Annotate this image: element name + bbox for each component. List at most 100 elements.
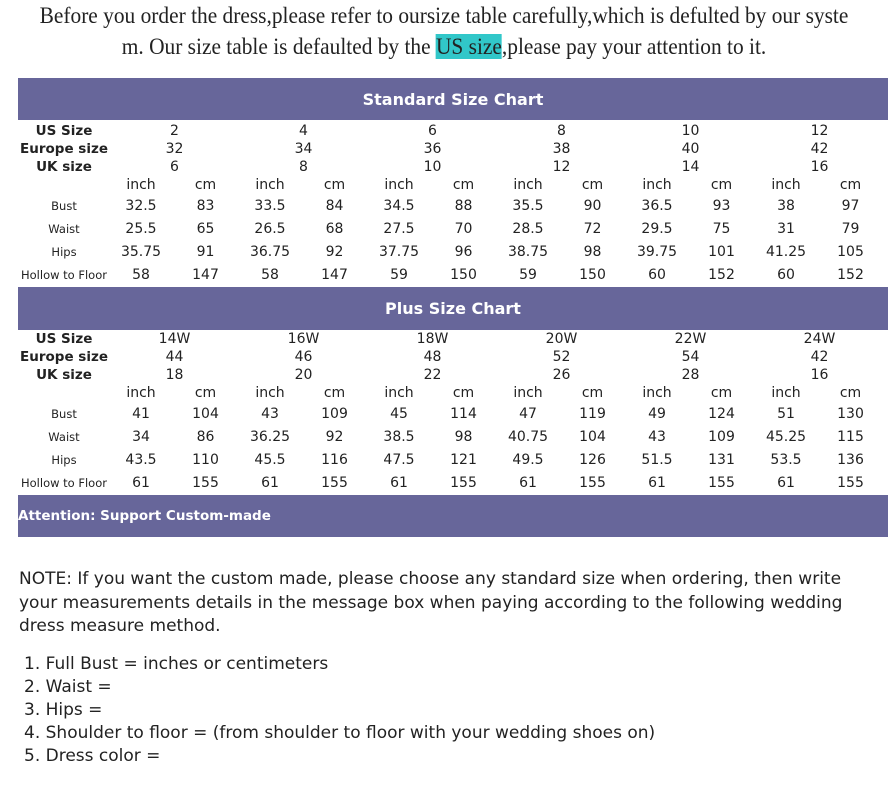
- measurement-value: 35.75: [120, 244, 162, 260]
- size-value: 18W: [416, 331, 449, 347]
- measurement-value: 45: [390, 406, 408, 422]
- measurement-value: 98: [454, 429, 473, 445]
- measurement-value: 92: [325, 429, 344, 445]
- measurement-label: Waist: [48, 430, 80, 444]
- size-value: 22: [423, 367, 442, 383]
- measurement-value: 59: [390, 267, 408, 283]
- unit-inch: inch: [513, 385, 543, 401]
- unit-cm: cm: [323, 385, 346, 401]
- measurement-value: 60: [777, 267, 795, 283]
- size-value: 20: [294, 367, 313, 383]
- size-value: 12: [810, 123, 829, 139]
- size-value: 14W: [158, 331, 191, 347]
- measurement-value: 35.5: [512, 198, 544, 214]
- measurement-value: 109: [708, 429, 735, 445]
- measurement-value: 49.5: [512, 452, 544, 468]
- measurement-value: 86: [196, 429, 215, 445]
- note-text: NOTE: If you want the custom made, pleas…: [19, 569, 843, 636]
- measurement-value: 61: [261, 475, 279, 491]
- empty-cell: [18, 176, 110, 195]
- standard-size-chart-header: Standard Size Chart: [18, 78, 888, 120]
- unit-inch: inch: [771, 177, 801, 193]
- measurement-label: Hips: [51, 453, 77, 467]
- measurement-value: 43: [261, 406, 279, 422]
- measurement-value: 155: [321, 475, 348, 491]
- unit-inch: inch: [513, 177, 543, 193]
- list-item: 3. Hips =: [24, 700, 103, 720]
- measurement-value: 155: [837, 475, 864, 491]
- measurement-value: 41: [132, 406, 150, 422]
- measurement-value: 58: [261, 267, 279, 283]
- row-label: Europe size: [20, 349, 108, 365]
- intro-text: Before you order the dress,please refer …: [31, 0, 857, 62]
- size-value: 34: [294, 141, 313, 157]
- measurement-value: 45.5: [254, 452, 286, 468]
- empty-cell: [18, 384, 110, 403]
- plus-size-table: US Size 14W 16W 18W 20W 22W 24W Europe size 44 46…: [18, 330, 888, 495]
- size-value: 14: [681, 159, 700, 175]
- measurement-value: 116: [321, 452, 348, 468]
- measurement-value: 36.75: [249, 244, 291, 260]
- size-value: 54: [681, 349, 700, 365]
- measurement-value: 31: [777, 221, 795, 237]
- measurement-value: 155: [708, 475, 735, 491]
- size-value: 42: [810, 349, 829, 365]
- size-value: 12: [552, 159, 571, 175]
- size-value: 46: [294, 349, 313, 365]
- measurement-value: 39.75: [636, 244, 678, 260]
- measurement-value: 98: [583, 244, 602, 260]
- unit-inch: inch: [642, 385, 672, 401]
- intro-text-a: m. Our size table is defaulted by the: [121, 34, 436, 59]
- measurement-value: 28.5: [512, 221, 544, 237]
- measurement-value: 147: [192, 267, 219, 283]
- measurement-value: 43: [648, 429, 666, 445]
- intro-line-2: m. Our size table is defaulted by the US…: [31, 31, 857, 62]
- measurement-value: 152: [708, 267, 735, 283]
- measurement-list: 1. Full Bust = inches or centimeters 2. …: [24, 653, 655, 768]
- measurement-value: 150: [579, 267, 606, 283]
- unit-cm: cm: [194, 385, 217, 401]
- size-value: 26: [552, 367, 571, 383]
- measurement-value: 155: [450, 475, 477, 491]
- measurement-value: 34.5: [383, 198, 415, 214]
- size-value: 32: [165, 141, 184, 157]
- standard-size-table: US Size 2 4 6 8 10 12 Europe size 32 34 36 38 40 42 UK…: [18, 122, 888, 287]
- measurement-value: 155: [192, 475, 219, 491]
- measurement-value: 90: [583, 198, 602, 214]
- size-value: 42: [810, 141, 829, 157]
- measurement-value: 104: [192, 406, 219, 422]
- measurement-value: 114: [450, 406, 477, 422]
- size-value: 22W: [674, 331, 707, 347]
- size-value: 8: [557, 123, 566, 139]
- size-value: 6: [428, 123, 437, 139]
- measurement-value: 61: [777, 475, 795, 491]
- measurement-value: 34: [132, 429, 150, 445]
- plus-size-chart-header: Plus Size Chart: [18, 287, 888, 330]
- measurement-value: 101: [708, 244, 735, 260]
- size-value: 36: [423, 141, 442, 157]
- size-value: 4: [299, 123, 308, 139]
- measurement-label: Hollow to Floor: [21, 476, 107, 490]
- measurement-value: 65: [196, 221, 215, 237]
- measurement-value: 96: [454, 244, 473, 260]
- measurement-value: 38: [777, 198, 795, 214]
- measurement-value: 147: [321, 267, 348, 283]
- size-value: 16: [810, 367, 829, 383]
- measurement-value: 93: [712, 198, 731, 214]
- measurement-value: 49: [648, 406, 666, 422]
- measurement-value: 38.75: [507, 244, 549, 260]
- measurement-value: 75: [712, 221, 731, 237]
- row-label: Europe size: [20, 141, 108, 157]
- size-value: 20W: [545, 331, 578, 347]
- measurement-value: 32.5: [125, 198, 157, 214]
- measurement-value: 43.5: [125, 452, 157, 468]
- measurement-value: 72: [583, 221, 602, 237]
- measurement-value: 60: [648, 267, 666, 283]
- unit-cm: cm: [452, 385, 475, 401]
- measurement-value: 51: [777, 406, 795, 422]
- measurement-value: 91: [196, 244, 215, 260]
- measurement-value: 51.5: [641, 452, 673, 468]
- size-value: 40: [681, 141, 700, 157]
- measurement-value: 126: [579, 452, 606, 468]
- measurement-value: 58: [132, 267, 150, 283]
